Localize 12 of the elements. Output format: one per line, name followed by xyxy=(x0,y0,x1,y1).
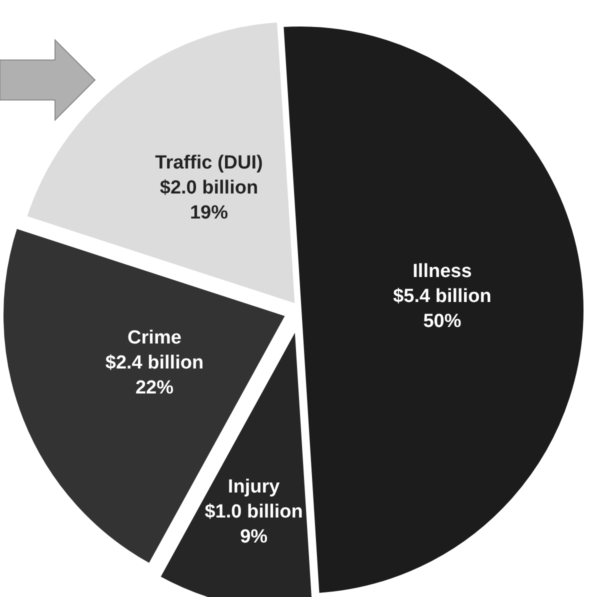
data-label: 50% xyxy=(423,311,462,332)
text: $2.4 billion xyxy=(105,352,204,374)
slice-label: Crime xyxy=(128,328,182,349)
data-label: 19% xyxy=(190,202,228,224)
slice-label: Traffic (DUI) xyxy=(155,152,263,174)
data-label: 9% xyxy=(240,526,268,548)
text: $5.4 billion xyxy=(393,286,492,308)
text: $2.0 billion xyxy=(160,178,258,199)
slice-label: Injury xyxy=(228,476,280,498)
data-label: 22% xyxy=(135,378,174,399)
text: $1.0 billion xyxy=(204,502,303,523)
slice-label: Illness xyxy=(412,261,472,282)
